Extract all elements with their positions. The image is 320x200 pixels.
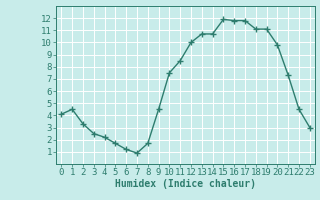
- X-axis label: Humidex (Indice chaleur): Humidex (Indice chaleur): [115, 179, 256, 189]
